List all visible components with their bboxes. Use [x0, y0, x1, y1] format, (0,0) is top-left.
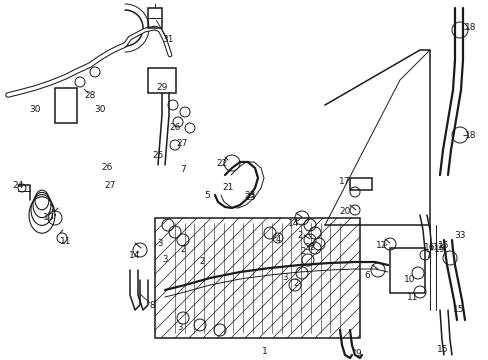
Text: 15: 15	[437, 240, 449, 249]
Text: 5: 5	[203, 190, 209, 199]
Text: 15: 15	[436, 346, 448, 355]
Text: 14: 14	[129, 251, 141, 260]
Text: 10: 10	[404, 274, 415, 284]
Text: 16: 16	[424, 243, 435, 252]
Text: 2: 2	[300, 248, 305, 256]
Text: 23: 23	[244, 194, 255, 202]
Text: 30: 30	[29, 105, 41, 114]
Bar	[148, 8, 162, 28]
Text: 10: 10	[43, 213, 55, 222]
Text: 3: 3	[282, 273, 287, 282]
Text: 2: 2	[293, 279, 298, 288]
Bar	[55, 88, 77, 123]
Text: 7: 7	[424, 251, 430, 260]
Text: 18: 18	[464, 23, 476, 32]
Text: 26: 26	[101, 163, 112, 172]
Text: 2: 2	[180, 246, 185, 255]
Text: 17: 17	[339, 176, 350, 185]
Text: 27: 27	[104, 180, 116, 189]
Text: 8: 8	[149, 301, 155, 310]
Text: 33: 33	[453, 230, 465, 239]
Text: 30: 30	[94, 105, 105, 114]
Text: 11: 11	[407, 293, 418, 302]
Text: 22: 22	[216, 158, 227, 167]
Text: 21: 21	[222, 184, 233, 193]
Text: 1: 1	[262, 347, 267, 356]
Text: 7: 7	[180, 166, 185, 175]
Bar	[349, 178, 371, 190]
Text: 4: 4	[275, 235, 280, 244]
Text: 19: 19	[433, 246, 445, 255]
Text: 11: 11	[60, 238, 72, 247]
Text: 18: 18	[464, 130, 476, 139]
Text: 32: 32	[304, 243, 315, 252]
Text: 2: 2	[297, 230, 302, 239]
Text: 3: 3	[162, 256, 167, 265]
Text: 31: 31	[162, 36, 173, 45]
Text: 20: 20	[339, 207, 350, 216]
Text: 3: 3	[157, 239, 163, 248]
Text: 13: 13	[432, 243, 444, 252]
Text: 2: 2	[199, 256, 204, 266]
Text: 29: 29	[156, 84, 167, 93]
Bar	[148, 68, 176, 93]
Text: 23: 23	[244, 190, 255, 199]
Text: 3: 3	[177, 323, 183, 332]
Text: 26: 26	[169, 123, 181, 132]
Text: 9: 9	[354, 348, 360, 357]
Text: 14: 14	[288, 219, 299, 228]
Bar	[155, 218, 359, 338]
Text: 28: 28	[84, 90, 96, 99]
Text: 27: 27	[176, 139, 187, 148]
Text: 6: 6	[364, 270, 369, 279]
Text: 15: 15	[452, 306, 464, 315]
Text: 25: 25	[152, 150, 163, 159]
Bar	[389, 248, 424, 293]
Text: 12: 12	[376, 242, 387, 251]
Text: 24: 24	[12, 180, 23, 189]
